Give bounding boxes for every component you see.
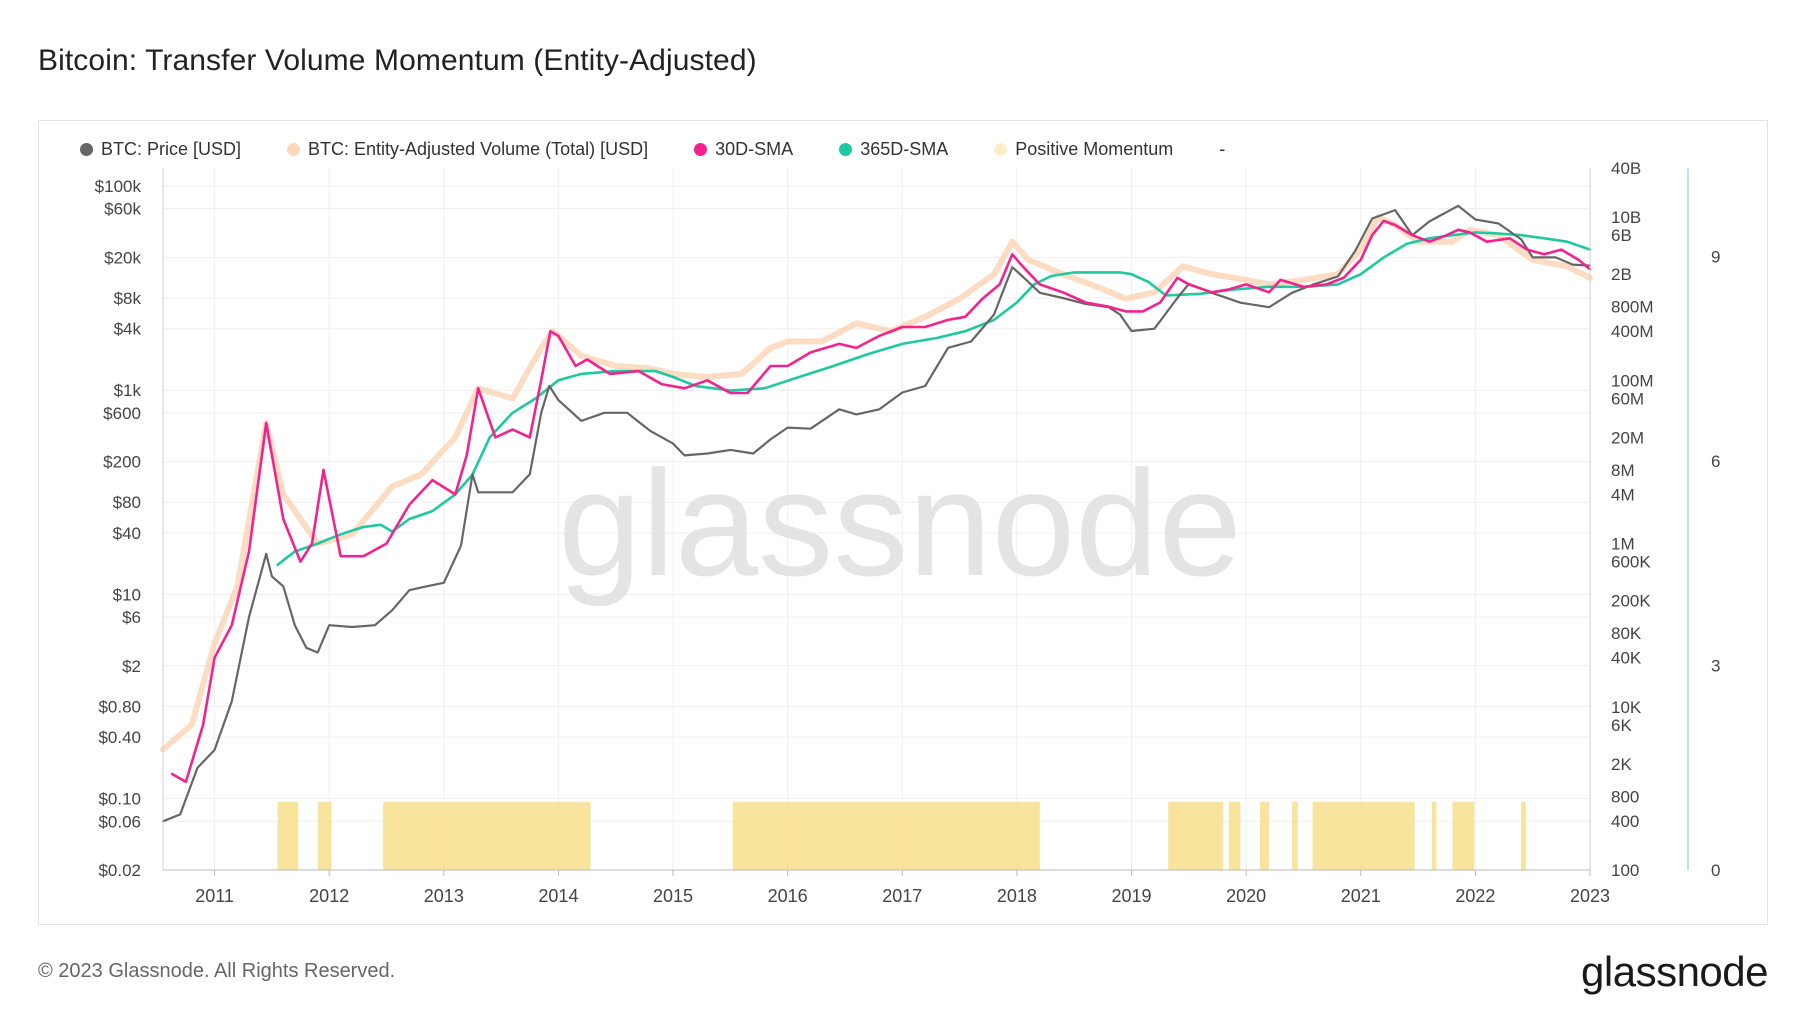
legend-item-positive-momentum[interactable]: Positive Momentum	[994, 139, 1173, 160]
legend-label: Positive Momentum	[1015, 138, 1174, 159]
legend-marker	[80, 142, 93, 156]
legend-label: 30D-SMA	[715, 138, 794, 159]
legend-label: 365D-SMA	[860, 138, 949, 159]
legend-marker	[994, 142, 1008, 156]
legend-label: BTC: Entity-Adjusted Volume (Total) [USD…	[308, 138, 649, 159]
copyright-footer: © 2023 Glassnode. All Rights Reserved.	[38, 960, 396, 982]
brand-logo: glassnode	[1581, 948, 1768, 995]
legend-item-price[interactable]: BTC: Price [USD]	[80, 139, 241, 160]
chart-title: Bitcoin: Transfer Volume Momentum (Entit…	[38, 44, 757, 77]
chart-panel	[38, 120, 1768, 925]
legend-item-dash[interactable]: -	[1219, 139, 1225, 160]
legend-item-30d-sma[interactable]: 30D-SMA	[694, 139, 793, 160]
legend-item-365d-sma[interactable]: 365D-SMA	[839, 139, 948, 160]
legend-marker	[839, 142, 853, 156]
legend-label: BTC: Price [USD]	[101, 138, 242, 159]
legend-label: -	[1219, 138, 1226, 159]
legend: BTC: Price [USD] BTC: Entity-Adjusted Vo…	[80, 138, 1271, 160]
legend-marker	[287, 142, 301, 156]
legend-marker	[694, 142, 708, 156]
legend-item-volume[interactable]: BTC: Entity-Adjusted Volume (Total) [USD…	[287, 139, 648, 160]
